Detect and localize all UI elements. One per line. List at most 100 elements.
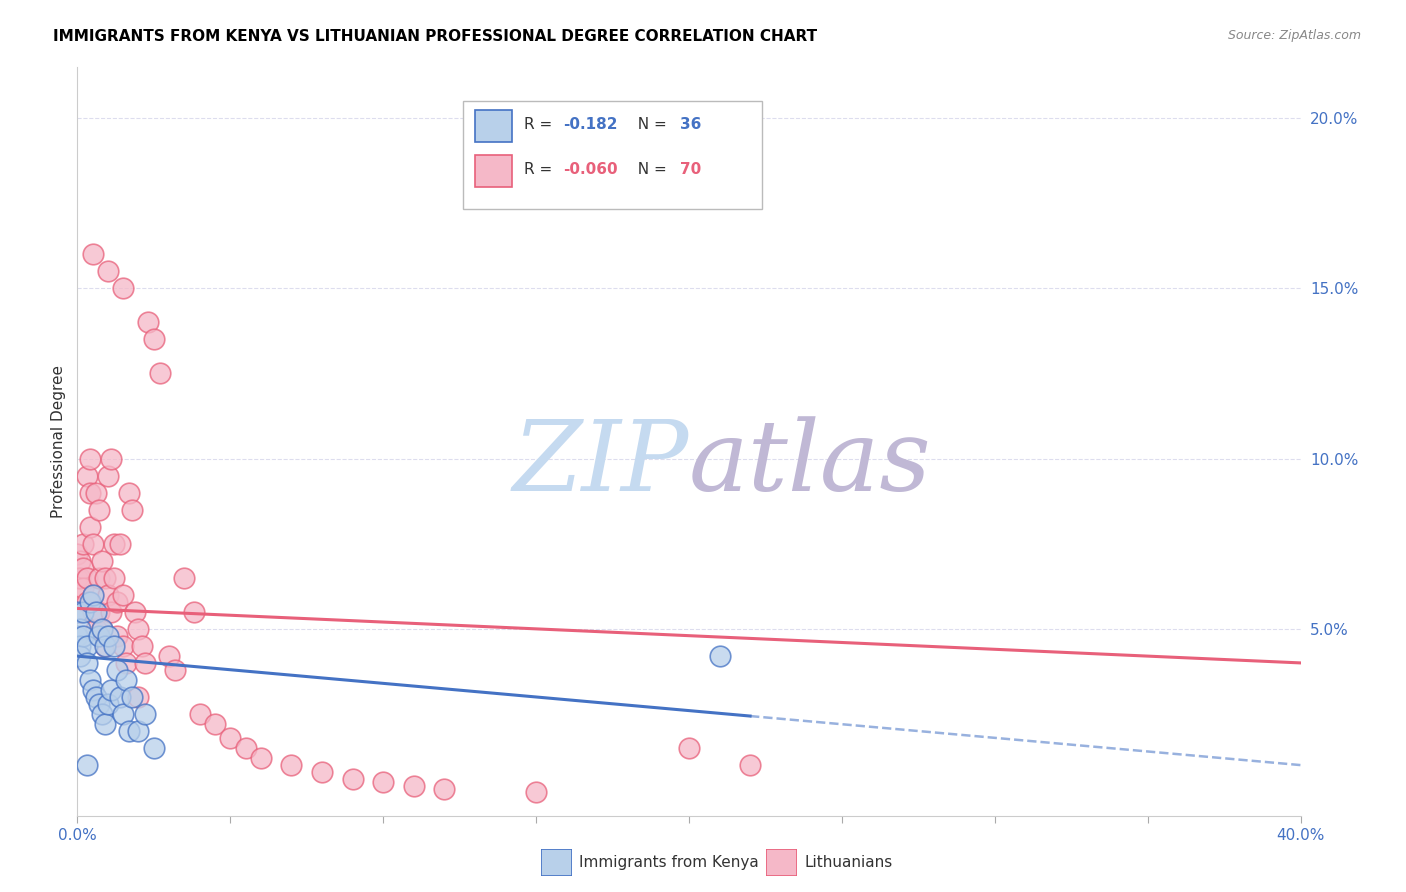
Point [142, 741, 165, 756]
Point [149, 367, 172, 381]
Point [94, 717, 117, 731]
Point [250, 751, 273, 765]
Point [105, 663, 128, 677]
FancyBboxPatch shape [766, 849, 797, 876]
Point [82, 588, 104, 602]
Point [678, 741, 700, 756]
Point [100, 605, 122, 619]
Y-axis label: Professional Degree: Professional Degree [51, 365, 66, 518]
Point [118, 485, 141, 500]
Text: atlas: atlas [689, 417, 932, 512]
Text: Immigrants from Kenya: Immigrants from Kenya [579, 855, 759, 870]
Point [79, 451, 101, 466]
Point [84, 622, 107, 636]
Point [280, 758, 302, 772]
Point [97, 629, 120, 643]
Point [90, 706, 112, 721]
Point [84, 485, 107, 500]
Point [402, 779, 425, 793]
Text: ZIP: ZIP [513, 417, 689, 512]
Point [79, 673, 101, 687]
Point [97, 588, 120, 602]
Point [311, 764, 333, 779]
Point [112, 281, 135, 295]
Point [66, 629, 89, 643]
Point [76, 656, 98, 670]
FancyBboxPatch shape [463, 101, 762, 210]
Text: N =: N = [628, 117, 672, 132]
Point [69, 622, 91, 636]
Text: R =: R = [524, 117, 562, 132]
Point [103, 639, 125, 653]
Text: 70: 70 [681, 162, 702, 177]
Point [90, 622, 112, 636]
Point [76, 594, 98, 608]
Point [134, 706, 156, 721]
FancyBboxPatch shape [475, 111, 512, 142]
Point [66, 547, 89, 561]
Point [72, 605, 94, 619]
Point [76, 639, 98, 653]
Point [69, 571, 91, 585]
Point [173, 571, 195, 585]
Point [72, 560, 94, 574]
Text: N =: N = [628, 162, 672, 177]
Point [204, 717, 226, 731]
Point [79, 485, 101, 500]
Point [87, 629, 110, 643]
Point [76, 468, 98, 483]
Point [134, 656, 156, 670]
Point [82, 247, 104, 261]
Point [82, 605, 104, 619]
Point [157, 649, 180, 664]
Point [76, 571, 98, 585]
Point [76, 758, 98, 772]
Point [66, 605, 89, 619]
Point [66, 588, 89, 602]
Point [97, 468, 120, 483]
Point [183, 605, 205, 619]
Point [87, 605, 110, 619]
Point [371, 775, 394, 789]
Point [82, 588, 104, 602]
Point [127, 622, 149, 636]
Point [97, 264, 120, 278]
Point [94, 639, 117, 653]
Point [121, 690, 143, 704]
Point [100, 451, 122, 466]
Point [103, 537, 125, 551]
Text: -0.182: -0.182 [562, 117, 617, 132]
Point [84, 690, 107, 704]
Point [94, 639, 117, 653]
Point [97, 697, 120, 711]
Point [219, 731, 242, 745]
Point [740, 758, 762, 772]
Point [165, 663, 187, 677]
Point [87, 571, 110, 585]
Point [524, 785, 547, 799]
Point [87, 502, 110, 516]
Point [100, 683, 122, 698]
Point [69, 554, 91, 568]
Point [235, 741, 257, 756]
Point [118, 724, 141, 739]
Point [112, 639, 135, 653]
Text: R =: R = [524, 162, 562, 177]
Point [66, 571, 89, 585]
Point [112, 706, 135, 721]
FancyBboxPatch shape [541, 849, 572, 876]
Point [69, 649, 91, 664]
Text: Source: ZipAtlas.com: Source: ZipAtlas.com [1227, 29, 1361, 42]
Text: IMMIGRANTS FROM KENYA VS LITHUANIAN PROFESSIONAL DEGREE CORRELATION CHART: IMMIGRANTS FROM KENYA VS LITHUANIAN PROF… [53, 29, 817, 44]
Point [69, 605, 91, 619]
Point [108, 690, 131, 704]
Point [94, 571, 117, 585]
Point [108, 537, 131, 551]
Point [105, 629, 128, 643]
Point [79, 594, 101, 608]
Point [90, 622, 112, 636]
Point [342, 772, 364, 786]
Point [72, 581, 94, 595]
FancyBboxPatch shape [475, 155, 512, 186]
Point [72, 537, 94, 551]
